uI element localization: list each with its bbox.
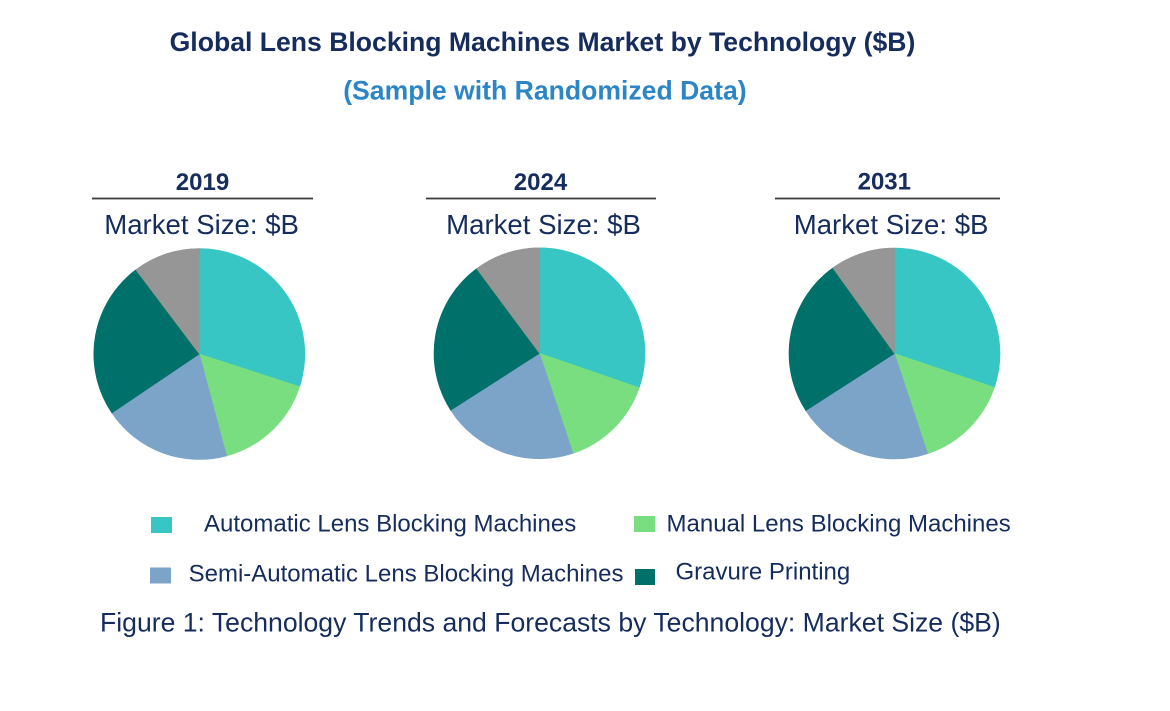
svg-text:Market Size: $B: Market Size: $B bbox=[446, 209, 641, 240]
svg-text:2019: 2019 bbox=[176, 169, 229, 196]
svg-text:Semi-Automatic Lens Blocking M: Semi-Automatic Lens Blocking Machines bbox=[189, 561, 624, 588]
svg-text:Figure 1: Technology Trends an: Figure 1: Technology Trends and Forecast… bbox=[100, 608, 1001, 638]
svg-text:Manual Lens Blocking Machines: Manual Lens Blocking Machines bbox=[667, 510, 1011, 537]
svg-text:Automatic Lens Blocking Machin: Automatic Lens Blocking Machines bbox=[204, 510, 576, 537]
svg-text:Global Lens Blocking Machines: Global Lens Blocking Machines Market by … bbox=[170, 27, 916, 57]
svg-text:Market Size: $B: Market Size: $B bbox=[104, 209, 299, 240]
svg-text:2024: 2024 bbox=[514, 169, 568, 196]
svg-text:(Sample with Randomized Data): (Sample with Randomized Data) bbox=[343, 76, 746, 106]
svg-text:Market Size: $B: Market Size: $B bbox=[794, 209, 989, 240]
svg-text:Gravure Printing: Gravure Printing bbox=[676, 559, 851, 586]
svg-text:2031: 2031 bbox=[858, 168, 911, 195]
